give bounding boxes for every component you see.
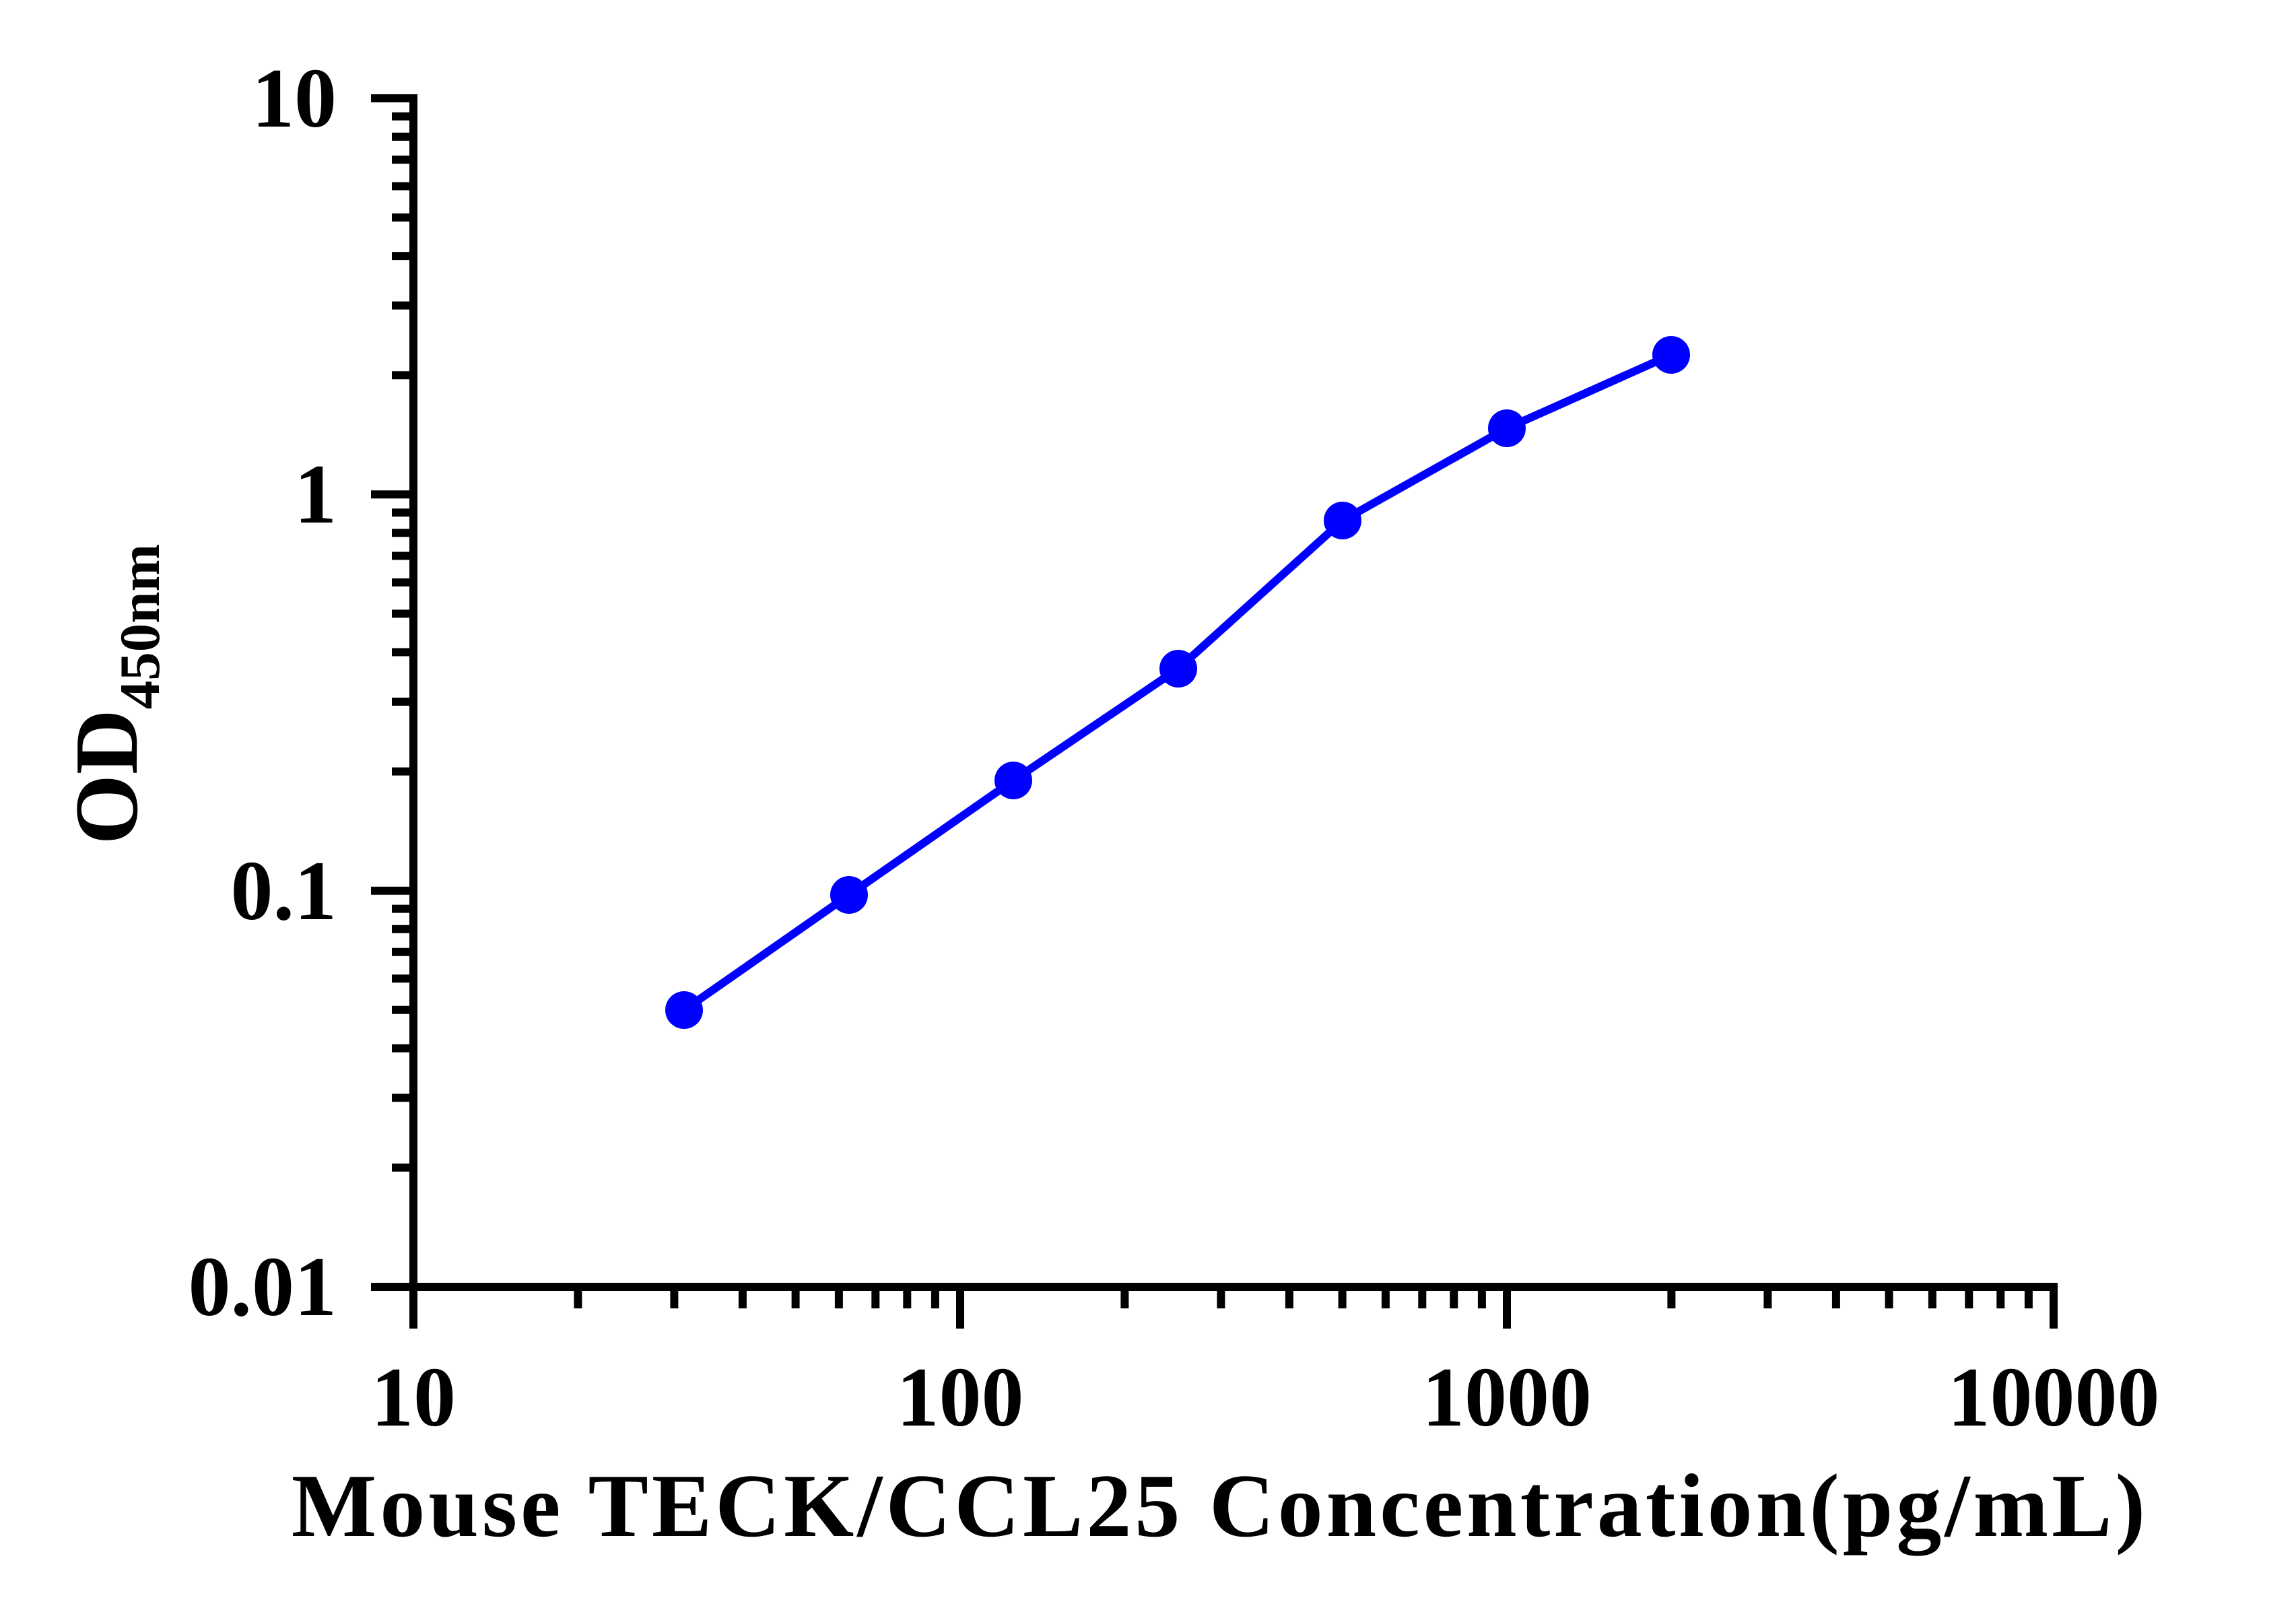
svg-text:1000: 1000 [1422, 1351, 1592, 1444]
svg-text:10: 10 [252, 52, 337, 145]
svg-text:0.1: 0.1 [231, 844, 337, 938]
svg-text:100: 100 [897, 1351, 1024, 1444]
svg-text:0.01: 0.01 [189, 1240, 337, 1334]
svg-text:10000: 10000 [1948, 1351, 2160, 1444]
svg-text:10: 10 [371, 1351, 456, 1444]
svg-text:Mouse TECK/CCL25 Concentration: Mouse TECK/CCL25 Concentration(pg/mL) [292, 1456, 2149, 1556]
svg-text:1: 1 [294, 448, 337, 541]
